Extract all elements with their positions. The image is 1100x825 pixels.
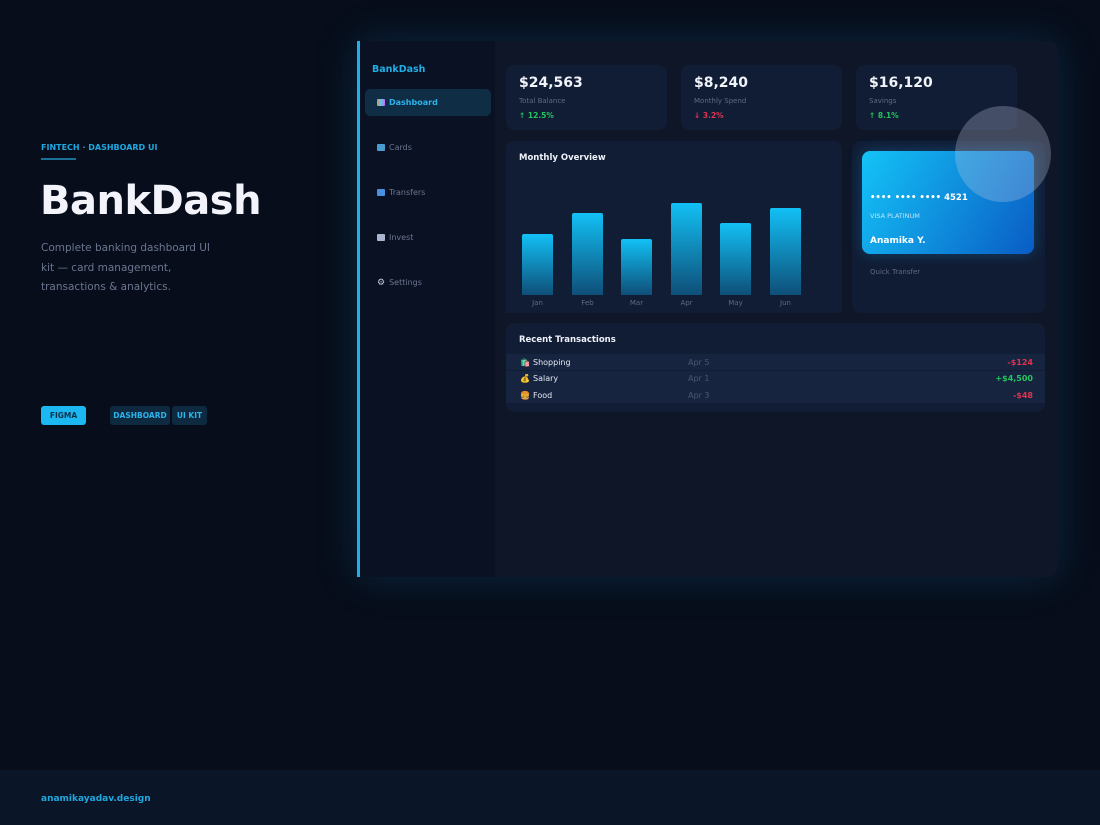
x-tick-label: Jun <box>780 299 791 307</box>
sidebar: BankDash Dashboard Cards Transfers Inves… <box>357 41 495 577</box>
monthly-overview-chart: Monthly Overview Jan Feb Mar Apr May Jun <box>506 141 842 313</box>
stat-label: Monthly Spend <box>694 97 747 105</box>
x-tick-label: May <box>728 299 743 307</box>
nav-dashboard[interactable]: Dashboard <box>365 89 491 116</box>
recent-transactions: Recent Transactions 🛍️ Shopping Apr 5 -$… <box>506 323 1045 412</box>
footer: anamikayadav.design <box>0 770 1100 825</box>
transactions-title: Recent Transactions <box>519 335 616 345</box>
x-tick-label: Mar <box>629 299 644 307</box>
bar-feb[interactable] <box>572 213 603 295</box>
nav-label: Invest <box>389 233 414 242</box>
nav-label: Dashboard <box>389 98 438 107</box>
transaction-date: Apr 3 <box>688 390 710 400</box>
transaction-row[interactable]: 🛍️ Shopping Apr 5 -$124 <box>506 354 1045 370</box>
hero-title: BankDash <box>40 178 262 224</box>
tag-figma[interactable]: FIGMA <box>41 406 86 425</box>
tag-dashboard[interactable]: DASHBOARD <box>110 406 170 425</box>
chart-title: Monthly Overview <box>519 153 606 163</box>
stat-value: $16,120 <box>869 75 933 91</box>
kicker: FINTECH · DASHBOARD UI <box>41 143 158 152</box>
kicker-underline <box>41 158 76 160</box>
stat-savings: $16,120 Savings ↑ 8.1% <box>856 65 1017 130</box>
transaction-date: Apr 5 <box>688 357 710 367</box>
transfer-icon <box>377 189 385 196</box>
transaction-name: Food <box>533 390 553 400</box>
x-tick-label: Feb <box>581 299 594 307</box>
footer-site[interactable]: anamikayadav.design <box>41 794 151 804</box>
transaction-date: Apr 1 <box>688 374 710 383</box>
dashboard-window: BankDash Dashboard Cards Transfers Inves… <box>357 41 1058 577</box>
bar-jun[interactable] <box>770 208 801 295</box>
bar-may[interactable] <box>720 223 751 295</box>
gear-icon: ⚙ <box>377 277 386 288</box>
nav-invest[interactable]: Invest <box>365 224 491 251</box>
decorative-circle <box>955 106 1051 202</box>
nav-settings[interactable]: ⚙ Settings <box>365 269 491 296</box>
transaction-amount: -$48 <box>1012 390 1033 400</box>
nav-label: Settings <box>389 278 422 287</box>
card-holder: Anamika Y. <box>870 236 926 246</box>
card-number: •••• •••• •••• 4521 <box>870 193 968 203</box>
transaction-icon: 🍔 <box>520 390 530 400</box>
tag-ui-kit[interactable]: UI KIT <box>172 406 207 425</box>
card-type: VISA PLATINUM <box>870 212 920 220</box>
stat-total-balance: $24,563 Total Balance ↑ 12.5% <box>506 65 667 130</box>
nav-transfers[interactable]: Transfers <box>365 179 491 206</box>
stat-label: Savings <box>869 97 897 105</box>
transaction-amount: -$124 <box>1007 357 1033 367</box>
transaction-name: Shopping <box>533 357 571 367</box>
stat-value: $24,563 <box>519 75 583 91</box>
bar-mar[interactable] <box>621 239 652 295</box>
stat-monthly-spend: $8,240 Monthly Spend ↓ 3.2% <box>681 65 842 130</box>
chart-icon <box>377 99 385 106</box>
bar-apr[interactable] <box>671 203 702 295</box>
nav-cards[interactable]: Cards <box>365 134 491 161</box>
stat-label: Total Balance <box>519 97 566 105</box>
transaction-row[interactable]: 💰 Salary Apr 1 +$4,500 <box>506 370 1045 387</box>
stat-value: $8,240 <box>694 75 749 91</box>
transaction-amount: +$4,500 <box>995 374 1033 383</box>
stat-change: ↓ 3.2% <box>694 111 724 120</box>
quick-transfer-label: Quick Transfer <box>870 268 921 276</box>
transaction-row[interactable]: 🍔 Food Apr 3 -$48 <box>506 387 1045 403</box>
x-tick-label: Jan <box>532 299 543 307</box>
invest-icon <box>377 234 385 241</box>
nav-label: Cards <box>389 143 412 152</box>
hero-description: Complete banking dashboard UI kit — card… <box>41 242 211 293</box>
bar-jan[interactable] <box>522 234 553 295</box>
credit-card[interactable]: •••• •••• •••• 4521 VISA PLATINUM Anamik… <box>862 151 1034 254</box>
card-icon <box>377 144 385 151</box>
transaction-name: Salary <box>533 374 559 383</box>
card-panel: •••• •••• •••• 4521 VISA PLATINUM Anamik… <box>852 141 1045 313</box>
x-tick-label: Apr <box>680 299 693 307</box>
nav-label: Transfers <box>389 188 426 197</box>
brand-logo: BankDash <box>372 64 426 75</box>
stat-change: ↑ 12.5% <box>519 111 554 120</box>
transaction-icon: 💰 <box>520 374 530 383</box>
stat-change: ↑ 8.1% <box>869 111 899 120</box>
transaction-icon: 🛍️ <box>520 357 530 367</box>
